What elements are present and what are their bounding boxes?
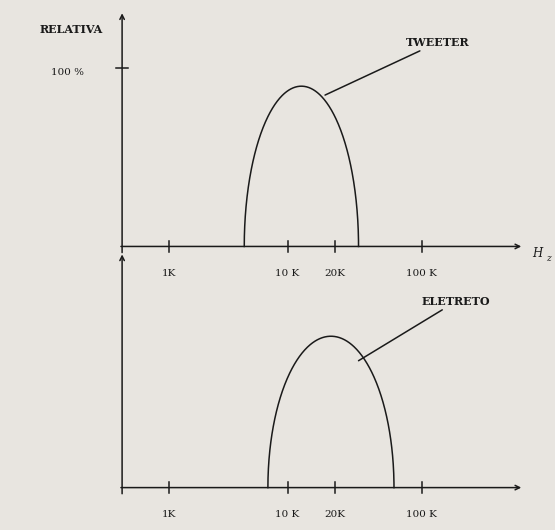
Text: z: z	[546, 254, 551, 263]
Text: RELATIVA: RELATIVA	[39, 24, 103, 35]
Text: TWEETER: TWEETER	[325, 37, 470, 95]
Text: 100 K: 100 K	[406, 269, 437, 278]
Text: ELETRETO: ELETRETO	[359, 296, 490, 361]
Text: 1K: 1K	[162, 269, 176, 278]
Text: 10 K: 10 K	[275, 269, 300, 278]
Text: 20K: 20K	[324, 510, 345, 519]
Text: 10 K: 10 K	[275, 510, 300, 519]
Text: 20K: 20K	[324, 269, 345, 278]
Text: 1K: 1K	[162, 510, 176, 519]
Text: RESPOSTA: RESPOSTA	[39, 0, 107, 2]
Text: H: H	[532, 246, 542, 260]
Text: 100 K: 100 K	[406, 510, 437, 519]
Text: 100 %: 100 %	[51, 68, 84, 77]
